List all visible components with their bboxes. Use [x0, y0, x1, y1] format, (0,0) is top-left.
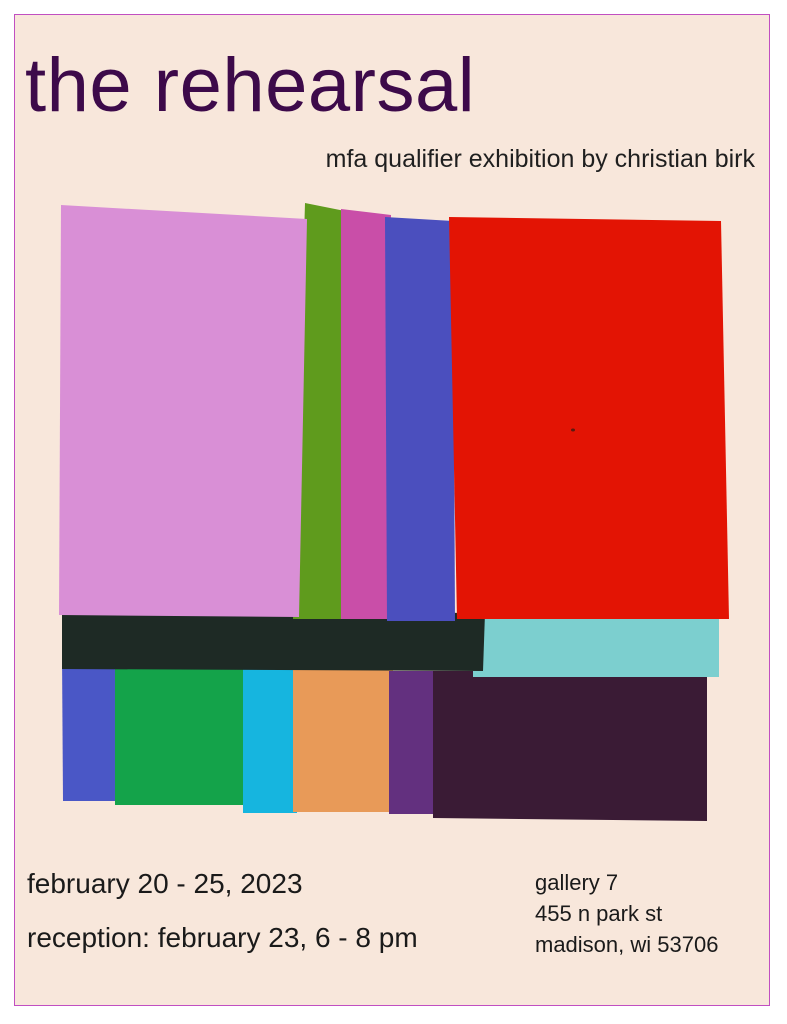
venue-city: madison, wi 53706: [535, 932, 719, 957]
swatch-green-bottom: [115, 655, 247, 805]
swatch-orange-bottom: [293, 667, 393, 812]
reception-info: reception: february 23, 6 - 8 pm: [27, 922, 418, 953]
venue-street: 455 n park st: [535, 901, 663, 926]
poster-title: the rehearsal: [25, 43, 476, 128]
poster: the rehearsal mfa qualifier exhibition b…: [14, 14, 770, 1006]
swatch-turquoise-band: [473, 619, 719, 677]
swatch-magenta-strip: [341, 209, 391, 619]
venue-address: gallery 7 455 n park st madison, wi 5370…: [535, 867, 718, 960]
swatch-blue-bottom: [62, 655, 118, 801]
swatch-red-sheet: [449, 217, 729, 619]
venue-name: gallery 7: [535, 870, 619, 895]
swatch-dark-green-band: [62, 611, 485, 671]
swatch-green-strip: [293, 203, 345, 619]
swatch-purple-bottom: [389, 671, 439, 814]
swatch-blue-strip: [385, 217, 455, 621]
swatch-red-speck: [571, 428, 575, 432]
poster-subtitle: mfa qualifier exhibition by christian bi…: [325, 145, 755, 173]
exhibition-dates: february 20 - 25, 2023: [27, 868, 303, 899]
swatch-plum-bottom: [433, 671, 707, 821]
swatch-cyan-bottom: [243, 657, 299, 813]
swatch-lilac-sheet: [59, 205, 307, 617]
